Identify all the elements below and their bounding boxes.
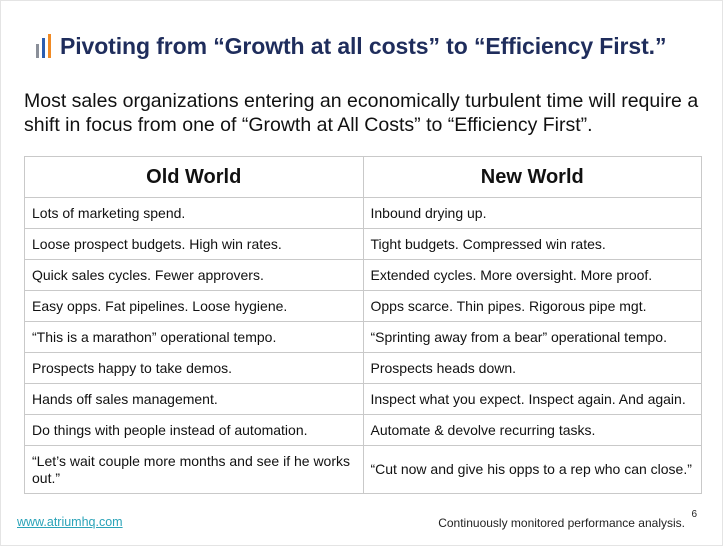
table-cell: Inspect what you expect. Inspect again. … — [362, 383, 702, 415]
table-row: “This is a marathon” operational tempo. “… — [24, 321, 702, 353]
page-number: 6 — [691, 509, 697, 520]
table-row: Loose prospect budgets. High win rates. T… — [24, 228, 702, 260]
table-row: Quick sales cycles. Fewer approvers. Exte… — [24, 259, 702, 291]
table-cell: Prospects heads down. — [362, 352, 702, 384]
column-header: New World — [362, 156, 702, 198]
footer-note: Continuously monitored performance analy… — [438, 516, 685, 530]
table-cell: Do things with people instead of automat… — [24, 414, 364, 446]
table-cell: “Let’s wait couple more months and see i… — [24, 445, 364, 494]
table-row: Hands off sales management. Inspect what … — [24, 383, 702, 415]
column-header: Old World — [24, 156, 364, 198]
intro-text: Most sales organizations entering an eco… — [24, 90, 699, 136]
table-cell: Quick sales cycles. Fewer approvers. — [24, 259, 364, 291]
table-row: Do things with people instead of automat… — [24, 414, 702, 446]
table-body: Lots of marketing spend. Inbound drying u… — [24, 197, 702, 494]
logo-icon — [36, 34, 51, 58]
table-cell: Loose prospect budgets. High win rates. — [24, 228, 364, 260]
slide-title: Pivoting from “Growth at all costs” to “… — [60, 33, 667, 59]
table-cell: Extended cycles. More oversight. More pr… — [362, 259, 702, 291]
table-cell: Easy opps. Fat pipelines. Loose hygiene. — [24, 290, 364, 322]
table-cell: “This is a marathon” operational tempo. — [24, 321, 364, 353]
comparison-table: Old World New World Lots of marketing spe… — [24, 156, 702, 494]
table-cell: Tight budgets. Compressed win rates. — [362, 228, 702, 260]
table-cell: Prospects happy to take demos. — [24, 352, 364, 384]
header-row: Old World New World — [24, 156, 702, 198]
table-cell: Inbound drying up. — [362, 197, 702, 229]
table-row: “Let’s wait couple more months and see i… — [24, 445, 702, 494]
table-cell: Hands off sales management. — [24, 383, 364, 415]
table-cell: “Cut now and give his opps to a rep who … — [362, 445, 702, 494]
table-row: Easy opps. Fat pipelines. Loose hygiene.… — [24, 290, 702, 322]
table-row: Lots of marketing spend. Inbound drying u… — [24, 197, 702, 229]
table-cell: Lots of marketing spend. — [24, 197, 364, 229]
table-row: Prospects happy to take demos. Prospects … — [24, 352, 702, 384]
footer-link[interactable]: www.atriumhq.com — [17, 515, 123, 529]
table-cell: Opps scarce. Thin pipes. Rigorous pipe m… — [362, 290, 702, 322]
table-cell: “Sprinting away from a bear” operational… — [362, 321, 702, 353]
table-cell: Automate & devolve recurring tasks. — [362, 414, 702, 446]
